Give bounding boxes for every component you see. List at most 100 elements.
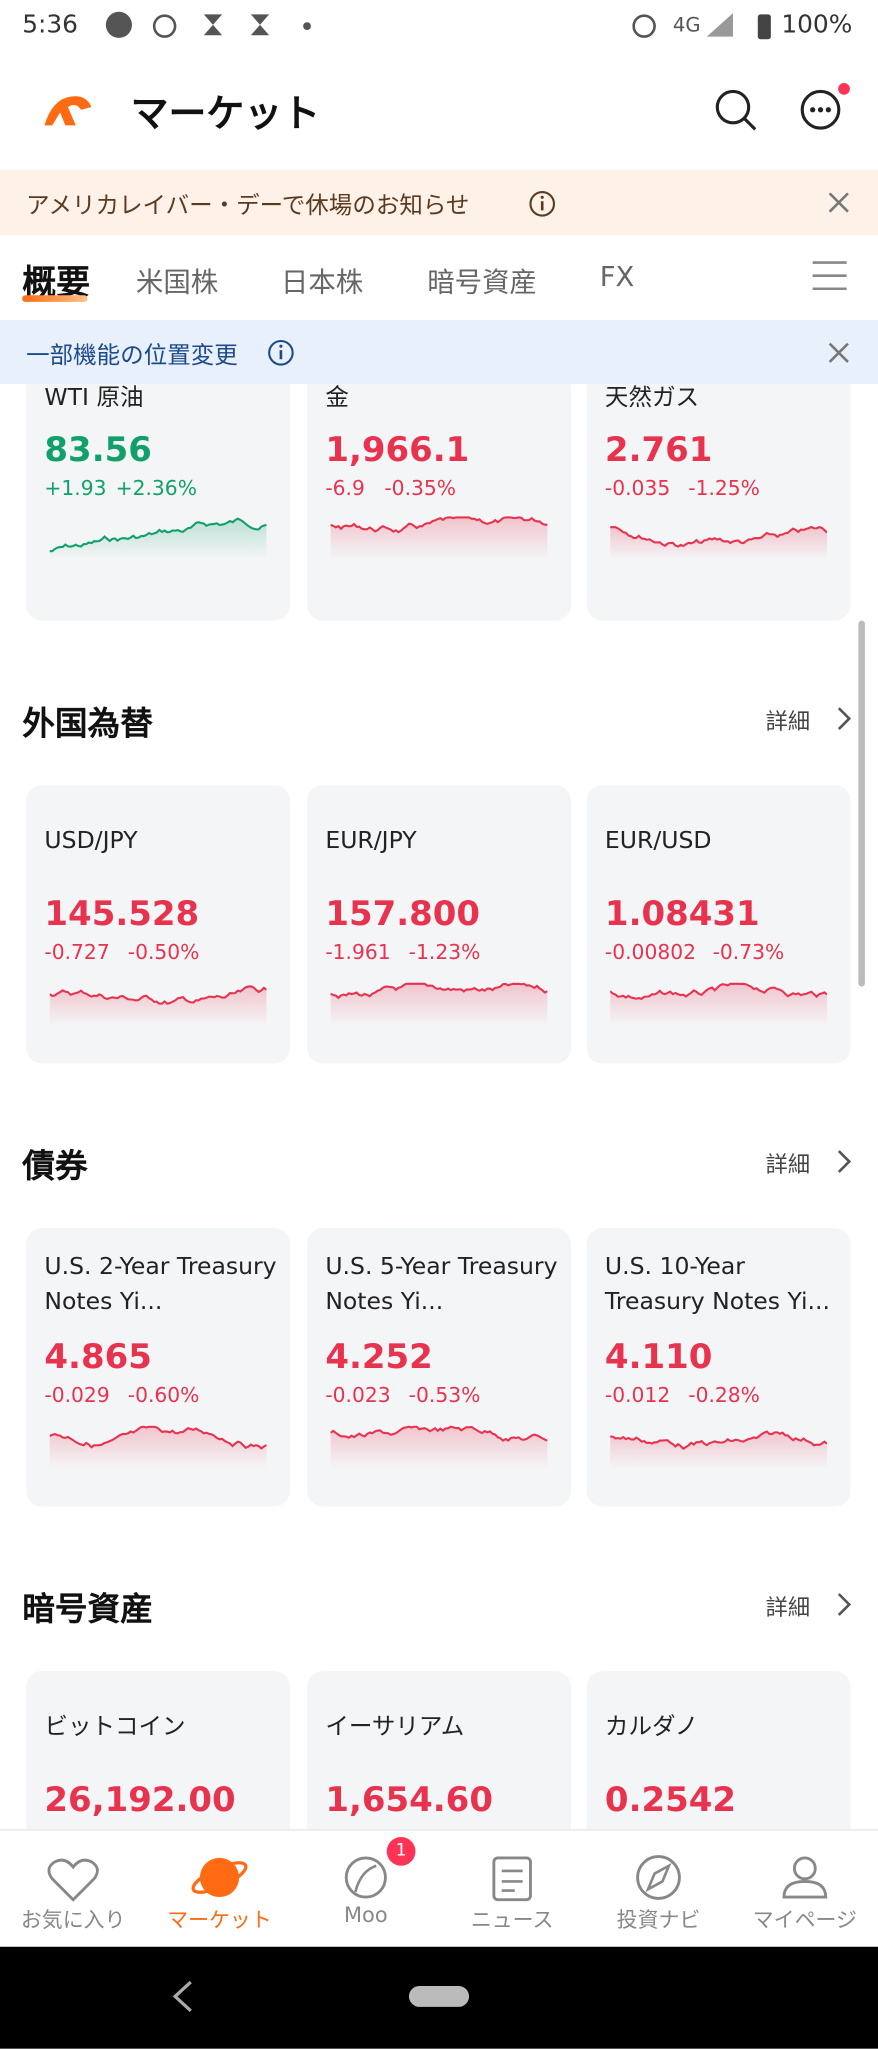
card-name: EUR/JPY xyxy=(325,827,417,855)
close-banner[interactable] xyxy=(826,189,852,215)
notice-text: 一部機能の位置変更 xyxy=(26,342,238,370)
banner-text: アメリカレイバー・デーで休場のお知らせ xyxy=(26,192,470,220)
card-name: イーサリアム xyxy=(325,1712,465,1741)
chevron xyxy=(837,1593,852,1616)
market-card[interactable]: イーサリアム 1,654.60 xyxy=(307,1671,571,1830)
card-percent: -0.73% xyxy=(712,940,785,965)
market-card[interactable]: カルダノ 0.2542 xyxy=(586,1671,851,1830)
card-value: 0.2542 xyxy=(604,1780,737,1821)
scrollbar xyxy=(858,620,865,987)
card-value: 83.56 xyxy=(44,431,152,471)
card-name: 金 xyxy=(325,384,349,412)
card-name: U.S. 5-Year Treasury Notes Yi... xyxy=(325,1252,558,1316)
card-value: 145.528 xyxy=(44,894,200,935)
card-change: -1.961 xyxy=(325,940,391,965)
tab[interactable]: FX xyxy=(599,261,635,293)
close-notice[interactable] xyxy=(826,340,852,366)
sparkline xyxy=(610,1430,828,1469)
notice[interactable] xyxy=(0,320,878,385)
search-button[interactable] xyxy=(712,86,759,133)
market-card[interactable]: EUR/USD 1.08431 -0.00802 -0.73% xyxy=(586,785,851,1064)
info-icon xyxy=(268,339,294,366)
status-time: 5:36 xyxy=(22,10,78,40)
section-detail[interactable]: 詳細 xyxy=(765,1152,811,1179)
card-name: ビットコイン xyxy=(44,1712,186,1741)
sparkline xyxy=(330,982,548,1026)
card-name: U.S. 2-Year Treasury Notes Yi... xyxy=(44,1252,277,1316)
market-card[interactable]: U.S. 5-Year Treasury Notes Yi... 4.252 -0.… xyxy=(307,1228,571,1507)
nav-item[interactable]: マーケット xyxy=(167,1907,272,1933)
market-card[interactable]: EUR/JPY 157.800 -1.961 -1.23% xyxy=(307,785,571,1064)
battery: 100% xyxy=(781,10,853,40)
sparkline xyxy=(49,517,267,560)
battery-icon xyxy=(757,14,771,40)
bottom-nav xyxy=(0,1829,878,1949)
section-detail[interactable]: 詳細 xyxy=(765,709,811,736)
status-icons xyxy=(105,11,311,38)
card-value: 4.252 xyxy=(325,1337,433,1378)
card-change: +1.93 xyxy=(44,476,107,501)
card-percent: -0.35% xyxy=(384,476,457,501)
market-card[interactable]: U.S. 2-Year Treasury Notes Yi... 4.865 -0.… xyxy=(26,1228,291,1507)
card-percent: +2.36% xyxy=(115,476,197,501)
chevron xyxy=(837,707,852,730)
market-card[interactable]: ビットコイン 26,192.00 xyxy=(26,1671,291,1830)
info-icon xyxy=(529,191,556,217)
card-change: -0.012 xyxy=(604,1383,671,1408)
card-name: 天然ガス xyxy=(604,384,700,412)
nav-icons xyxy=(47,1855,828,1902)
sparkline xyxy=(49,1425,267,1469)
card-value: 1,654.60 xyxy=(325,1780,493,1821)
card-change: -0.727 xyxy=(44,940,110,965)
home-button[interactable] xyxy=(408,1985,470,2007)
section-title: 暗号資産 xyxy=(22,1590,153,1628)
nav-badge: 1 xyxy=(386,1837,416,1866)
tab[interactable]: 日本株 xyxy=(280,266,364,298)
nav-item[interactable]: 投資ナビ xyxy=(616,1907,701,1933)
card-name: カルダノ xyxy=(604,1712,699,1741)
card-value: 1,966.1 xyxy=(325,431,470,471)
card-percent: -0.50% xyxy=(127,940,200,965)
section-title: 外国為替 xyxy=(22,704,153,743)
card-percent: -0.28% xyxy=(688,1383,760,1408)
nav-item[interactable]: ニュース xyxy=(470,1907,554,1933)
card-change: -0.023 xyxy=(325,1383,391,1408)
chevron xyxy=(837,1150,852,1173)
back-button[interactable] xyxy=(167,1978,198,2015)
header-title: マーケット xyxy=(130,91,321,136)
card-name: EUR/USD xyxy=(604,827,712,855)
messages-button[interactable] xyxy=(797,81,854,136)
card-percent: -0.53% xyxy=(408,1383,481,1408)
tab-indicator xyxy=(22,295,88,302)
card-value: 1.08431 xyxy=(604,894,760,935)
market-card[interactable]: 天然ガス 2.761 -0.035 -1.25% xyxy=(586,384,851,621)
tab[interactable]: 暗号資産 xyxy=(427,266,537,298)
card-change: -6.9 xyxy=(325,476,365,501)
market-card[interactable]: 金 1,966.1 -6.9 -0.35% xyxy=(307,384,571,621)
market-card[interactable]: WTI 原油 83.56 +1.93 +2.36% xyxy=(26,384,291,621)
card-name: USD/JPY xyxy=(44,827,138,855)
nav-item[interactable]: お気に入り xyxy=(20,1907,126,1933)
nav-item[interactable]: マイページ xyxy=(752,1907,857,1933)
card-value: 2.761 xyxy=(604,431,713,471)
section-detail[interactable]: 詳細 xyxy=(765,1595,811,1622)
tab[interactable]: 米国株 xyxy=(135,266,219,298)
market-card[interactable]: USD/JPY 145.528 -0.727 -0.50% xyxy=(26,785,291,1064)
nav-item[interactable]: Moo xyxy=(344,1902,388,1928)
card-name: WTI 原油 xyxy=(44,384,144,412)
card-change: -0.035 xyxy=(604,476,671,501)
card-change: -0.00802 xyxy=(604,940,697,965)
network: 4G xyxy=(672,13,701,37)
card-name: U.S. 10-Year Treasury Notes Yi... xyxy=(604,1252,830,1316)
banner[interactable] xyxy=(0,169,878,236)
status-right-icons xyxy=(632,13,733,38)
market-card[interactable]: U.S. 10-Year Treasury Notes Yi... 4.110 -0… xyxy=(586,1228,851,1507)
logo xyxy=(44,96,92,126)
card-value: 4.865 xyxy=(44,1337,152,1378)
tab-menu[interactable] xyxy=(810,259,849,293)
card-percent: -1.23% xyxy=(408,940,481,965)
card-value: 4.110 xyxy=(604,1337,713,1378)
card-value: 26,192.00 xyxy=(44,1780,236,1821)
